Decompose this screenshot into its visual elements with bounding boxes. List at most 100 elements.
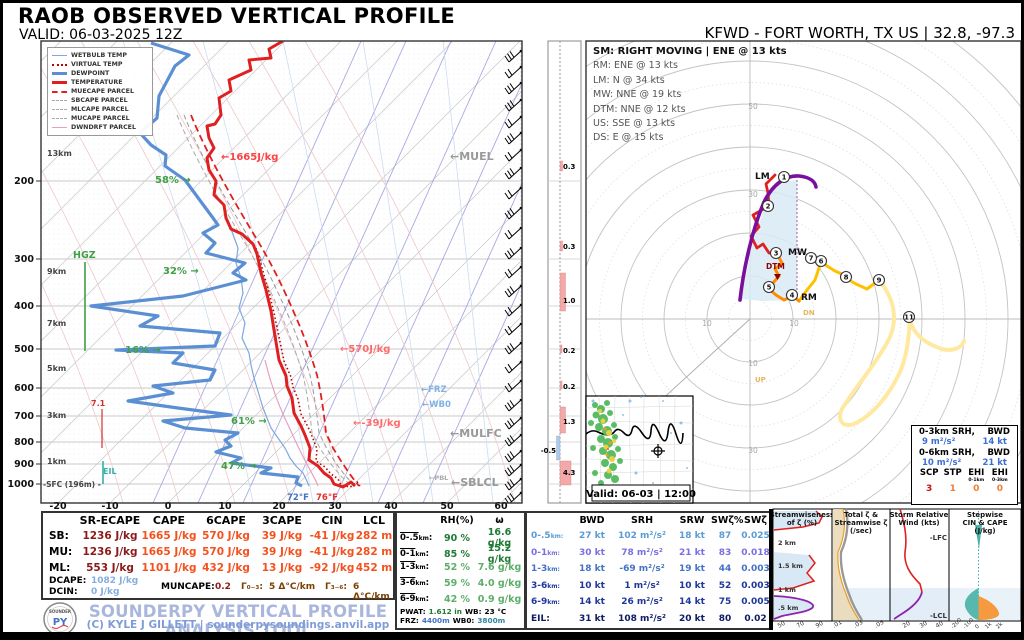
- skewt-grid: [41, 41, 522, 503]
- x-tick: .01: [832, 619, 844, 630]
- muncape-label: MUNCAPE:: [161, 582, 215, 592]
- srh3-value: 9 m²/s²: [922, 437, 956, 447]
- moisture-header-row: RH(%) ω: [397, 513, 524, 527]
- dewpoint-line: [89, 41, 303, 488]
- rh-annotation: 16% →: [125, 345, 161, 356]
- us-line: US: SSE @ 13 kts: [593, 118, 676, 130]
- muncape-value: 0.2: [215, 582, 231, 592]
- rm-line: RM: ENE @ 13 kts: [593, 60, 678, 72]
- x-tick: .05: [874, 619, 886, 630]
- temperature-line-icon: [52, 81, 67, 84]
- panel-title: (/sec): [850, 527, 872, 535]
- legend-label: MUCAPE PARCEL: [71, 115, 130, 122]
- sfc-label: -SFC (196m) -: [43, 480, 101, 489]
- stepwise-cape-panel: Stepwise CIN & CAPE (J/kg) -200 -100 0 1…: [948, 508, 1021, 631]
- omega-value: 0.2: [563, 347, 576, 355]
- legend-label: MLCAPE PARCEL: [71, 106, 129, 113]
- mlcape-parcel-line: [176, 114, 353, 489]
- legend-label: MUECAPE PARCEL: [71, 88, 134, 95]
- omega-labels: 0.3 0.3 1.0 0.2 0.2 1.3 -0.5 4.3: [541, 163, 576, 477]
- map-inset: Valid: 06-03 | 12:00: [585, 395, 696, 504]
- el-cape-label: ←1665J/kg: [221, 152, 278, 163]
- sblcl-label: ←SBLCL: [451, 476, 499, 489]
- kinematics-table: BWD SRH SRW SWζ% SWζ 0-.5km: 27 kt 102 m²…: [526, 511, 771, 630]
- table-row: MU: 1236 J/kg 1665 J/kg 570 J/kg 39 J/kg -…: [49, 546, 393, 558]
- panel-title: Storm Relative: [890, 511, 949, 519]
- temp-tick: -20: [49, 501, 67, 512]
- height-tag: .5 km: [778, 604, 799, 612]
- logo-top-text: SOUNDER: [49, 609, 71, 614]
- km-marker: 5: [767, 284, 772, 292]
- temp-axis: -20 -10 0 10 20 30 40 50 60: [49, 501, 508, 512]
- table-row: 1-3km: 18 kt -69 m²/s² 19 kt 44 0.003: [531, 564, 770, 575]
- srh6-label: 0-6km SRH,: [919, 448, 975, 458]
- legend-item: DEWPOINT: [52, 69, 148, 78]
- mucape-line-icon: [52, 118, 67, 119]
- srh3-label: 0-3km SRH,: [919, 427, 975, 437]
- legend-item: MUECAPE PARCEL: [52, 87, 148, 96]
- omega-panel: 0.3 0.3 1.0 0.2 0.2 1.3 -0.5 4.3: [541, 40, 582, 504]
- table-row: 6-9km: 14 kt 26 m²/s² 14 kt 75 0.005: [531, 597, 770, 608]
- table-row: 0-.5km: 90 % 16.6 g/kg: [400, 527, 512, 549]
- height-tag: 1 km: [778, 586, 796, 594]
- lm-marker-label: LM: [755, 172, 770, 182]
- x-tick: 90: [815, 620, 825, 630]
- radar-echoes: [588, 396, 688, 498]
- height-label: 7km: [47, 319, 66, 328]
- station-label: KFWD - FORT WORTH, TX US | 32.8, -97.3: [704, 24, 1015, 42]
- km-marker: 8: [844, 274, 849, 282]
- temp-tick: 20: [272, 501, 286, 512]
- lapse03-value: 5 Δ°C/km: [269, 582, 316, 592]
- ring-label: 10: [748, 359, 758, 368]
- streamwiseness-panel: Streamwiseness of ζ (%) 2 km 1.5 km 1 km…: [770, 508, 834, 630]
- ring-label: 10: [789, 319, 799, 328]
- ring-label: 10: [702, 319, 712, 328]
- legend-item: DWNDRFT PARCEL: [52, 123, 148, 132]
- legend-item: MLCAPE PARCEL: [52, 105, 148, 114]
- hodo-segment-6-9km: [837, 279, 966, 428]
- km-marker: 9: [877, 277, 882, 285]
- sbcape-line-icon: [52, 100, 67, 101]
- valid-time: VALID: 06-03-2025 12Z: [19, 27, 183, 43]
- wetbulb-line: [230, 228, 310, 487]
- ehi3-sub: 0-3km: [991, 478, 1008, 483]
- ehi3-header: EHI 0-3km: [989, 469, 1011, 484]
- frz-line: FRZ: 4400m WB0: 3800m: [400, 616, 506, 625]
- pressure-tick: 200: [14, 176, 34, 187]
- sfc-temp-label: 76°F: [316, 493, 338, 503]
- pressure-tick: 700: [14, 411, 34, 422]
- srh6-value: 10 m²/s²: [922, 458, 962, 468]
- col-header: SR-ECAPE: [79, 514, 141, 527]
- pressure-tick: 800: [14, 437, 34, 448]
- stp-value: 1: [949, 484, 956, 494]
- x-tick: 1k: [984, 621, 994, 631]
- col-header: 3CAPE: [262, 514, 302, 527]
- temperature-line: [205, 41, 357, 489]
- rh-header: RH(%): [440, 514, 474, 526]
- legend-item: WETBULB TEMP: [52, 51, 148, 60]
- table-row: SB: 1236 J/kg 1665 J/kg 570 J/kg 39 J/kg -…: [49, 530, 393, 542]
- mw-line: MW: NNE @ 19 kts: [593, 89, 682, 101]
- height-label: 3km: [47, 411, 66, 420]
- downdraft-parcel-line: [264, 359, 319, 487]
- lcl-tag: -LCL: [930, 612, 948, 620]
- height-tag: 2 km: [778, 539, 796, 547]
- map-caption-box: [591, 484, 691, 502]
- muecape-parcel-line: [190, 114, 360, 487]
- lfc-tag: -LFC: [930, 534, 947, 542]
- up-corfidi-label: UP: [755, 376, 766, 384]
- table-row: 0-1km: 30 kt 78 m²/s² 21 kt 83 0.018: [531, 547, 770, 558]
- pbl-label: ←PBL: [429, 474, 448, 482]
- x-tick: 70: [796, 620, 806, 630]
- omega-bars: [556, 160, 572, 486]
- ehi1-value: 0: [973, 484, 980, 494]
- panel-title: Stepwise: [967, 511, 1003, 519]
- thermo-footer: DCAPE: 1082 J/kg DCIN: 0 J/kg MUNCAPE: 0…: [43, 576, 393, 602]
- legend-item: TEMPERATURE: [52, 78, 148, 87]
- skewt-legend: WETBULB TEMP VIRTUAL TEMP DEWPOINT TEMPE…: [47, 47, 153, 136]
- temp-tick: 40: [384, 501, 398, 512]
- x-tick: 0: [974, 623, 981, 630]
- km-marker: 3: [774, 250, 779, 258]
- dtm-marker-icon: [774, 274, 781, 280]
